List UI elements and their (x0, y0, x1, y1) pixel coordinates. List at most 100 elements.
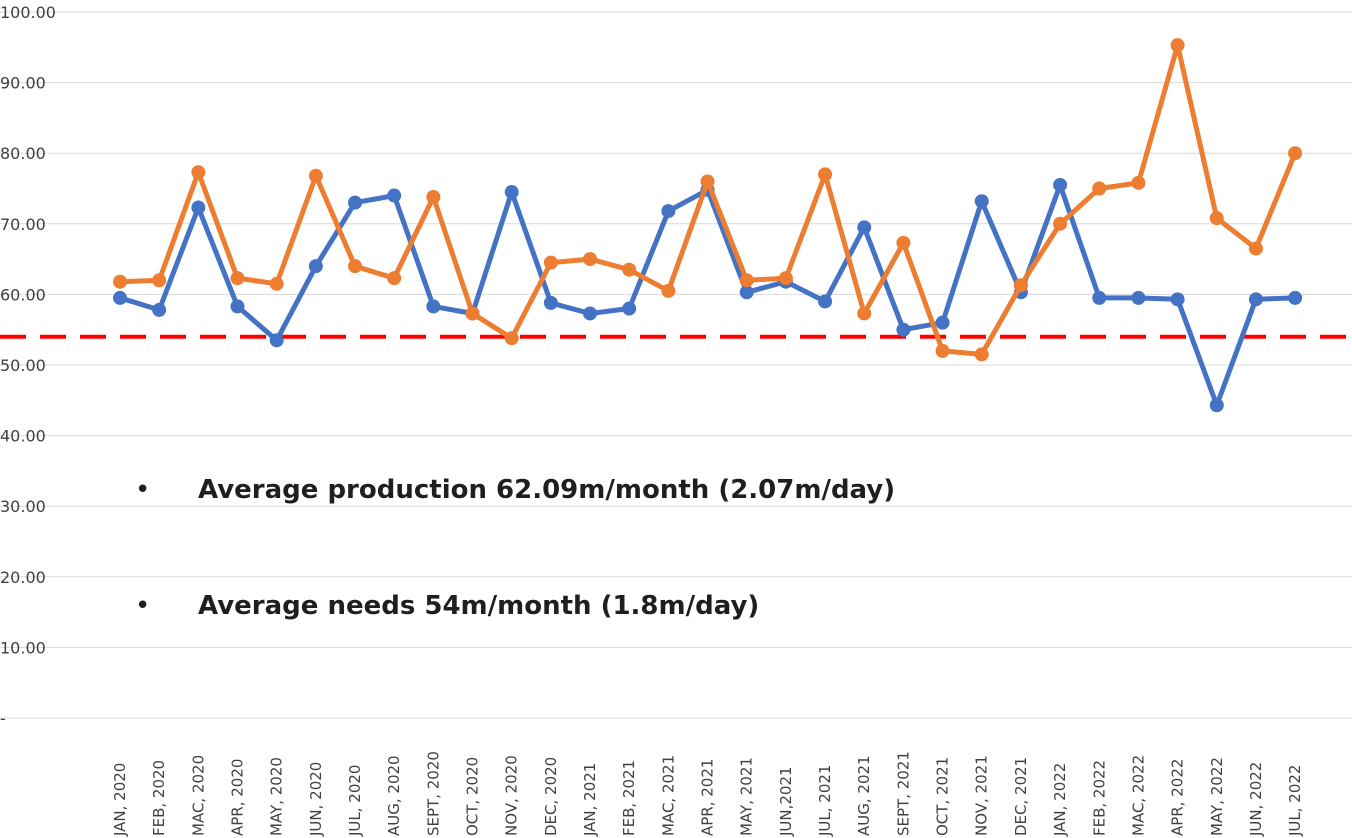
bullet-symbol: • (135, 475, 150, 505)
data-point (230, 271, 245, 286)
data-point (348, 195, 363, 210)
data-point (974, 194, 989, 209)
x-tick-label: SEPT, 2021 (894, 751, 912, 836)
x-axis-ticks: JAN, 2020 FEB, 2020 MAC, 2020 APR, 2020 MAY,… (111, 751, 1304, 837)
x-tick-label: OCT, 2020 (464, 757, 482, 836)
data-point (739, 273, 754, 288)
data-point (1092, 290, 1107, 305)
data-point (426, 189, 441, 204)
series-1 (113, 177, 1303, 413)
annotation-needs: • Average needs 54m/month (1.8m/day) (135, 591, 759, 621)
data-point (622, 301, 637, 316)
x-tick-label: APR, 2020 (229, 759, 247, 836)
data-point (935, 343, 950, 358)
x-tick-label: MAY, 2022 (1208, 757, 1226, 836)
annotation-needs-text: Average needs 54m/month (1.8m/day) (198, 591, 759, 621)
x-tick-label: DEC, 2021 (1012, 757, 1030, 836)
data-point (504, 185, 519, 200)
x-tick-label: APR, 2022 (1169, 759, 1187, 836)
x-tick-label: AUG, 2021 (855, 755, 873, 836)
x-tick-label: MAC, 2021 (659, 755, 677, 836)
data-point (778, 271, 793, 286)
x-tick-label: SEPT, 2020 (424, 751, 442, 836)
data-point (974, 347, 989, 362)
y-tick-label: 20.00 (0, 568, 46, 587)
x-tick-label: JAN, 2021 (581, 763, 599, 837)
data-point (543, 295, 558, 310)
data-point (1288, 146, 1303, 161)
data-point (543, 255, 558, 270)
y-axis-ticks: - 10.00 20.00 30.00 40.00 50.00 60.00 70.00 80.0… (0, 3, 56, 728)
data-point (857, 306, 872, 321)
data-point (348, 259, 363, 274)
data-point (935, 315, 950, 330)
x-tick-label: MAY, 2021 (738, 757, 756, 836)
x-tick-label: OCT, 2021 (934, 757, 952, 836)
x-tick-label: FEB, 2021 (620, 760, 638, 836)
y-tick-label: 10.00 (0, 638, 46, 657)
data-point (1131, 175, 1146, 190)
y-tick-label: 40.00 (0, 427, 46, 446)
data-point (1131, 290, 1146, 305)
data-point (1170, 292, 1185, 307)
data-point (583, 306, 598, 321)
data-point (152, 273, 167, 288)
x-tick-label: JAN, 2020 (111, 763, 129, 837)
x-tick-label: JUL, 2021 (816, 765, 834, 837)
series-line (119, 182, 1296, 408)
x-tick-label: NOV, 2021 (973, 755, 991, 836)
y-tick-label: 100.00 (0, 3, 56, 22)
data-point (191, 200, 206, 215)
x-tick-label: APR, 2021 (699, 759, 717, 836)
data-point (739, 285, 754, 300)
data-point (113, 274, 127, 289)
data-point (1288, 290, 1303, 305)
data-point (818, 294, 833, 309)
data-point (1092, 181, 1107, 196)
data-point (896, 322, 911, 337)
data-point (308, 259, 323, 274)
data-point (700, 174, 715, 189)
data-point (387, 188, 402, 203)
data-point (308, 168, 323, 183)
y-tick-label: 50.00 (0, 356, 46, 375)
data-point (387, 271, 402, 286)
data-point (504, 331, 519, 346)
data-point (269, 333, 284, 348)
x-tick-label: JUN, 2020 (307, 762, 325, 837)
x-tick-label: JUN, 2022 (1247, 762, 1265, 837)
y-tick-label: 60.00 (0, 285, 46, 304)
data-point (622, 262, 637, 277)
y-tick-label: 70.00 (0, 215, 46, 234)
data-point (661, 204, 676, 219)
x-tick-label: JUN,2021 (777, 766, 795, 837)
data-point (583, 252, 598, 267)
data-point (896, 235, 911, 250)
data-point (426, 299, 441, 314)
x-tick-label: JUL, 2020 (346, 765, 364, 837)
data-point (1053, 177, 1068, 192)
data-point (1053, 216, 1068, 231)
data-point (465, 306, 480, 321)
data-point (1013, 278, 1028, 293)
x-tick-label: NOV, 2020 (503, 755, 521, 836)
data-point (818, 167, 833, 182)
series-layer (113, 38, 1303, 413)
y-tick-label: 90.00 (0, 74, 46, 93)
x-tick-label: JUL, 2022 (1286, 765, 1304, 837)
data-point (1170, 38, 1185, 53)
data-point (269, 276, 284, 291)
data-point (1248, 241, 1263, 256)
x-tick-label: FEB, 2020 (150, 760, 168, 836)
x-tick-label: DEC, 2020 (542, 757, 560, 836)
bullet-symbol: • (135, 591, 150, 621)
annotation-production: • Average production 62.09m/month (2.07m… (135, 475, 895, 505)
x-tick-label: MAC, 2020 (189, 755, 207, 836)
gridlines (0, 11, 1352, 719)
data-point (1209, 211, 1224, 226)
data-point (230, 299, 245, 314)
x-tick-label: FEB, 2022 (1090, 760, 1108, 836)
data-point (857, 220, 872, 235)
x-tick-label: JAN, 2022 (1051, 763, 1069, 837)
